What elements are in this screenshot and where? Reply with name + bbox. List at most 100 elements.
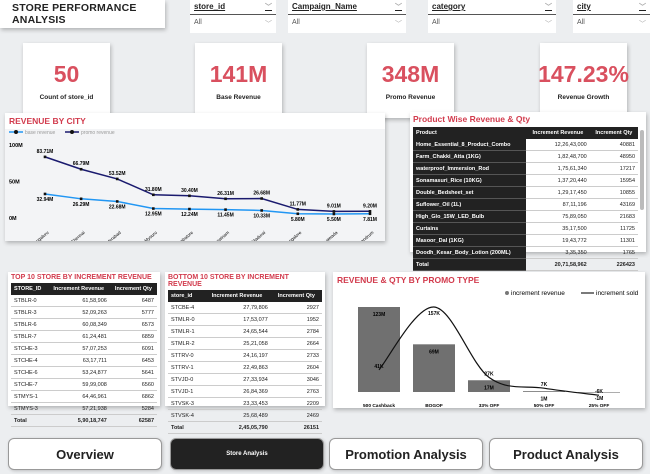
chevron-down-icon[interactable]: ﹀ [265, 4, 272, 11]
table-row[interactable]: STTRV-1 22,49,863 2604 [168, 361, 322, 374]
chevron-down-icon[interactable]: ﹀ [395, 21, 402, 28]
column-header: Product [413, 127, 527, 139]
table-header-row: STORE_ID Increment Revenue Increment Qty [11, 283, 157, 295]
chevron-down-icon[interactable]: ﹀ [545, 21, 552, 28]
table-cell: STMLR-0 [168, 313, 204, 326]
chevron-down-icon[interactable]: ﹀ [545, 4, 552, 11]
bar-data-label: 1M [541, 396, 548, 402]
table-row[interactable]: STMYS-1 64,46,961 6862 [11, 390, 157, 403]
table-row[interactable]: Farm_Chakki_Atta (1KG) 1,82,48,700 48950 [413, 150, 638, 163]
slicer-category[interactable]: category ﹀ All ﹀ [428, 0, 556, 33]
data-label: 30.40M [181, 188, 198, 194]
table-cell: 6859 [109, 330, 157, 343]
table-row[interactable]: STCHE-6 53,24,877 5641 [11, 366, 157, 379]
table-cell: 6453 [109, 354, 157, 367]
y-tick-label: 100M [9, 143, 23, 149]
line-data-label: -6K [595, 389, 603, 395]
table-row[interactable]: Doodh_Kesar_Body_Lotion (200ML) 3,35,350 1… [413, 246, 638, 259]
table-row[interactable]: STBLR-6 60,08,349 6573 [11, 318, 157, 331]
table-cell: 1,75,61,340 [526, 162, 590, 175]
table-cell: 6573 [109, 318, 157, 331]
table-row[interactable]: STBLR-0 61,58,906 6487 [11, 295, 157, 307]
legend-label: promo revenue [81, 130, 115, 136]
table-row[interactable]: Masoor_Dal (1KG) 19,43,772 11301 [413, 234, 638, 247]
promotion-analysis-button[interactable]: Promotion Analysis [329, 438, 483, 470]
y-tick-label: 50M [9, 180, 20, 186]
bottom-stores-table: store_id Increment Revenue Increment Qty ST… [168, 290, 322, 434]
table-cell: 63,17,711 [47, 354, 110, 367]
table-cell: 57,07,253 [47, 342, 110, 355]
chevron-down-icon[interactable]: ﹀ [639, 21, 646, 28]
table-row[interactable]: STVSK-4 25,68,489 2469 [168, 409, 322, 422]
slicer-value[interactable]: All [194, 19, 202, 26]
table-row[interactable]: STBLR-3 52,09,263 5777 [11, 306, 157, 319]
column-header: Increment Qty [270, 290, 322, 302]
table-row[interactable]: STMLR-1 24,65,544 2784 [168, 325, 322, 338]
table-row[interactable]: Suflower_Oil (1L) 87,11,196 43169 [413, 198, 638, 211]
data-point [224, 197, 227, 201]
slicer-city[interactable]: city ﹀ All ﹀ [573, 0, 650, 33]
table-row[interactable]: STMLR-0 17,53,077 1952 [168, 313, 322, 326]
table-cell: 6862 [109, 390, 157, 403]
slicer-campaign-name[interactable]: Campaign_Name ﹀ All ﹀ [288, 0, 406, 33]
chevron-down-icon[interactable]: ﹀ [265, 21, 272, 28]
table-cell: 5284 [109, 402, 157, 415]
bar-data-label: -1M [595, 396, 604, 402]
table-row[interactable]: Sonamasuri_Rice (10KG) 1,37,20,440 15954 [413, 174, 638, 187]
chevron-down-icon[interactable]: ﹀ [395, 4, 402, 11]
table-cell: 25,68,489 [203, 409, 271, 422]
table-row[interactable]: STBLR-7 61,24,481 6859 [11, 330, 157, 343]
slicer-value[interactable]: All [432, 19, 440, 26]
table-cell: Doodh_Kesar_Body_Lotion (200ML) [413, 246, 527, 259]
table-row[interactable]: STCHE-3 57,07,253 6091 [11, 342, 157, 355]
table-row[interactable]: STMLR-2 25,21,058 2664 [168, 337, 322, 350]
total-row[interactable]: Total 5,90,18,747 62587 [11, 414, 157, 427]
table-cell: 75,89,050 [526, 210, 590, 223]
slicer-value[interactable]: All [577, 19, 585, 26]
table-row[interactable]: STCBE-4 27,79,806 2927 [168, 302, 322, 314]
table-row[interactable]: Curtains 35,17,500 11725 [413, 222, 638, 235]
table-cell: Total [168, 421, 204, 434]
slicer-store-id[interactable]: store_id ﹀ All ﹀ [190, 0, 276, 33]
promo-type-chart: increment revenue increment sold 123M 500 C… [358, 290, 639, 408]
total-row[interactable]: Total 20,71,58,962 226423 [413, 258, 638, 271]
table-row[interactable]: High_Glo_15W_LED_Bulb 75,89,050 21683 [413, 210, 638, 223]
data-label: 5.80M [291, 217, 305, 223]
total-row[interactable]: Total 2,45,05,790 26151 [168, 421, 322, 434]
table-cell: STTRV-1 [168, 361, 204, 374]
table-cell: 2763 [270, 385, 322, 398]
x-tick-label: 50% OFF [534, 403, 555, 408]
table-cell: 17,53,077 [203, 313, 271, 326]
scrollbar[interactable] [640, 130, 644, 210]
table-row[interactable]: STTRV-0 24,16,197 2733 [168, 349, 322, 362]
data-point [296, 212, 300, 216]
table-cell: STVJD-0 [168, 373, 204, 386]
overview-button[interactable]: Overview [8, 438, 162, 470]
table-cell: STCHE-6 [11, 366, 48, 379]
x-tick-label: 500 Cashback [363, 403, 395, 408]
table-cell: 11301 [589, 234, 638, 247]
table-row[interactable]: STMYS-3 57,21,938 5284 [11, 402, 157, 415]
chevron-down-icon[interactable]: ﹀ [639, 4, 646, 11]
table-cell: STBLR-3 [11, 306, 48, 319]
product-analysis-button[interactable]: Product Analysis [489, 438, 643, 470]
data-label: 11.45M [217, 213, 233, 219]
table-row[interactable]: STCHE-7 59,99,008 6560 [11, 378, 157, 391]
table-row[interactable]: STCHE-4 63,17,711 6453 [11, 354, 157, 367]
table-row[interactable]: STVSK-3 23,33,453 2209 [168, 397, 322, 410]
slicer-value[interactable]: All [292, 19, 300, 26]
data-point [260, 209, 263, 212]
table-row[interactable]: STVJD-1 26,84,369 2763 [168, 385, 322, 398]
table-row[interactable]: waterproof_Immersion_Rod 1,75,61,340 17217 [413, 162, 638, 175]
kpi-label: Count of store_id [39, 93, 94, 101]
legend-marker [505, 291, 509, 295]
table-row[interactable]: Double_Bedsheet_set 1,29,17,450 10855 [413, 186, 638, 199]
table-cell: STBLR-6 [11, 318, 48, 331]
kpi-label: Revenue Growth [557, 93, 610, 101]
table-row[interactable]: STVJD-0 27,33,934 3046 [168, 373, 322, 386]
table-row[interactable]: Home_Essential_8_Product_Combo 12,26,43,0… [413, 139, 638, 151]
revenue-by-city-chart: 0M 50M 100M base revenue 32.94M 26.29M 22.68M 1… [9, 130, 377, 241]
kpi-revenue-growth: 147.23% Revenue Growth [538, 43, 629, 118]
legend-marker [70, 130, 74, 134]
store-analysis-button[interactable]: Store Analysis [170, 438, 324, 470]
